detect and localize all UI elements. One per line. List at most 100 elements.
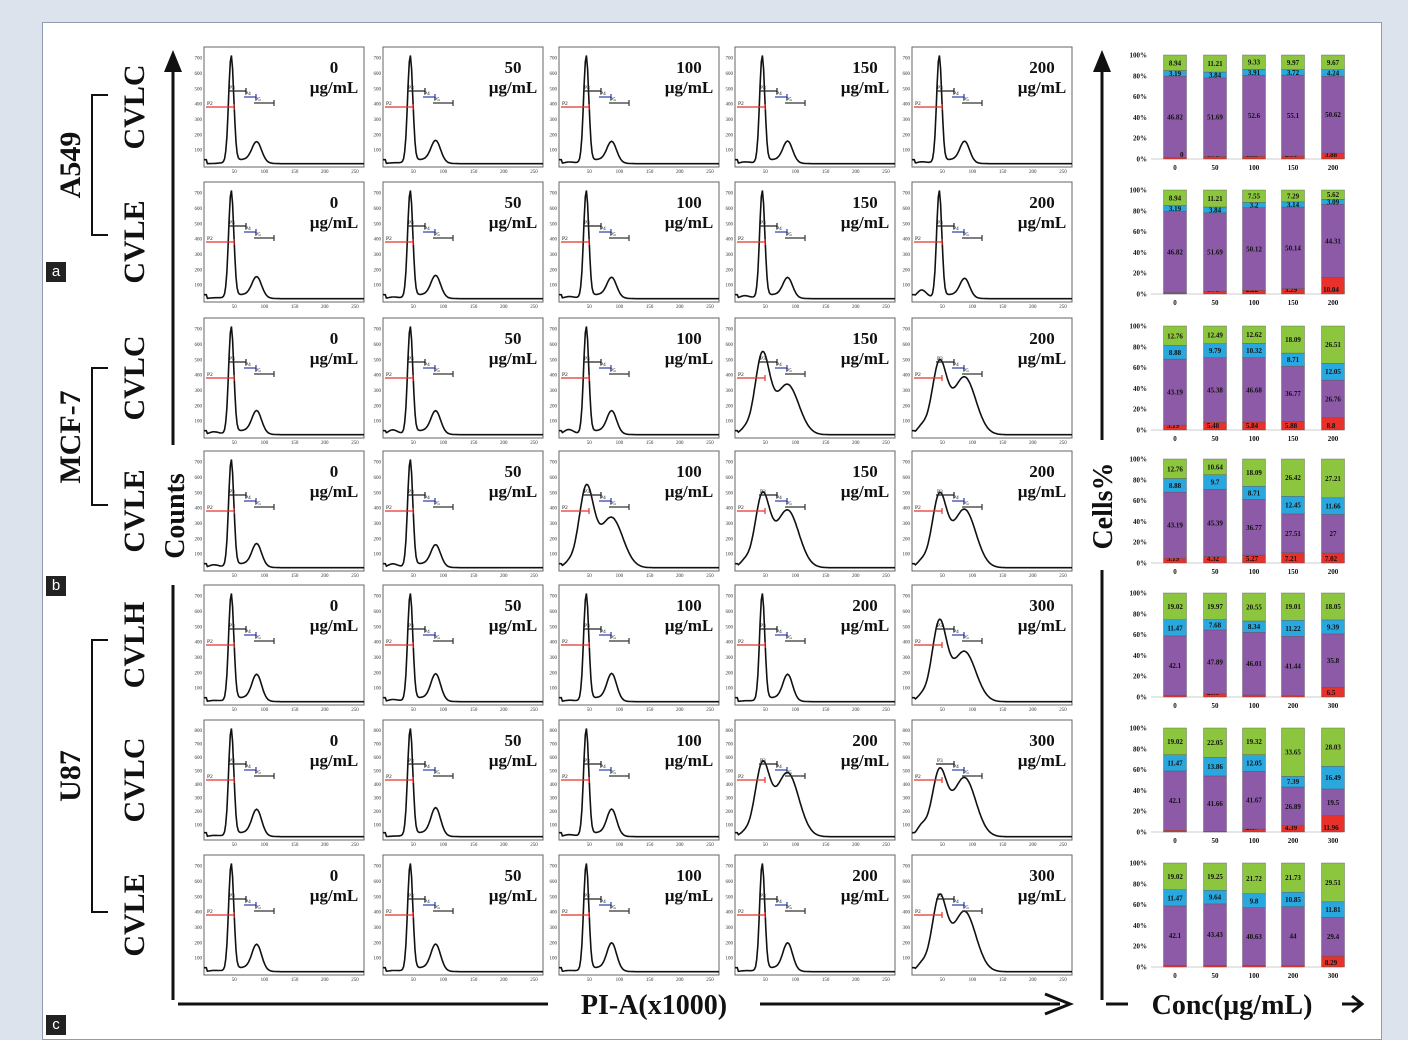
bar-y-tick-label: 100% [1130, 456, 1148, 464]
hist-y-tick-label: 100 [374, 149, 382, 154]
gate-label: P2 [562, 909, 568, 915]
hist-x-tick-label: 150 [470, 978, 478, 983]
hist-y-tick-label: 400 [374, 103, 382, 108]
hist-y-tick-label: 400 [195, 911, 203, 916]
gate-label: P3 [760, 220, 766, 226]
hist-x-tick-label: 250 [530, 843, 538, 848]
histogram-panel: 100 200 300 400 500 600 700 50 100 150 200 250 P2 P3 P… [374, 854, 544, 983]
bar-segment-g2m [1203, 727, 1227, 758]
hist-x-tick-label: 250 [882, 441, 890, 446]
gate-label: P4 [424, 495, 430, 501]
hist-y-tick-label: 500 [550, 87, 558, 92]
bar-data-label: 12.76 [1167, 332, 1183, 340]
hist-x-tick-label: 100 [440, 708, 448, 713]
hist-x-tick-label: 100 [440, 843, 448, 848]
hist-y-tick-label: 300 [550, 656, 558, 661]
hist-y-tick-label: 700 [726, 192, 734, 197]
bar-y-tick-label: 100% [1130, 725, 1148, 733]
bar-segment-g2m [1242, 862, 1266, 895]
hist-y-tick-label: 100 [195, 420, 203, 425]
hist-x-tick-label: 150 [999, 574, 1007, 579]
bar-data-label: 19.02 [1167, 873, 1183, 881]
gate-label: P2 [386, 639, 392, 645]
concentration-value: 150 [852, 58, 878, 77]
concentration-value: 100 [676, 866, 702, 885]
hist-x-tick-label: 50 [940, 843, 946, 848]
bar-y-tick-label: 80% [1133, 610, 1147, 618]
gate-label: P5 [963, 501, 969, 507]
extract-label: CVLH [118, 602, 151, 689]
hist-y-tick-label: 700 [195, 743, 203, 748]
bar-segment-g2m [1163, 727, 1187, 755]
bar-data-label: 33.65 [1285, 749, 1301, 757]
bar-y-tick-label: 40% [1133, 652, 1147, 660]
hist-y-tick-label: 100 [374, 957, 382, 962]
bar-segment-g2m [1321, 727, 1345, 767]
bar-data-label: 9.64 [1209, 894, 1222, 902]
hist-x-tick-label: 150 [291, 574, 299, 579]
extract-label: CVLC [118, 335, 151, 420]
hist-y-tick-label: 500 [550, 491, 558, 496]
hist-x-tick-label: 200 [500, 708, 508, 713]
histogram-line [383, 326, 543, 436]
bar-y-tick-label: 40% [1133, 922, 1147, 930]
histogram-panel: 100 200 300 400 500 600 700 50 100 150 200 250 P2 P3 P… [903, 450, 1073, 579]
hist-y-tick-label: 500 [195, 358, 203, 363]
hist-x-tick-label: 200 [1029, 441, 1037, 446]
hist-x-tick-label: 250 [882, 843, 890, 848]
gate-label: P4 [776, 764, 782, 770]
hist-y-tick-label: 600 [550, 756, 558, 761]
hist-y-tick-label: 600 [726, 72, 734, 77]
hist-y-tick-label: 300 [195, 389, 203, 394]
bar-category-label: 50 [1212, 164, 1220, 172]
bar-data-label: 11.66 [1325, 503, 1341, 511]
concentration-unit: µg/mL [665, 482, 714, 501]
gate-label: P5 [255, 635, 261, 641]
hist-y-tick-label: 400 [195, 783, 203, 788]
bar-data-label: 9.67 [1327, 59, 1340, 67]
histogram-line [559, 190, 719, 300]
hist-y-tick-label: 500 [374, 87, 382, 92]
hist-x-tick-label: 200 [500, 441, 508, 446]
hist-y-tick-label: 100 [726, 687, 734, 692]
hist-x-tick-label: 50 [763, 170, 769, 175]
gate-label: P3 [408, 489, 414, 495]
hist-x-tick-label: 150 [646, 843, 654, 848]
gate-label: P3 [584, 220, 590, 226]
stacked-bar-chart: 0%20%40%60%80%100%0.8246.823.198.9401.72… [1130, 52, 1345, 172]
hist-x-tick-label: 150 [470, 170, 478, 175]
hist-y-tick-label: 400 [726, 783, 734, 788]
hist-x-tick-label: 50 [763, 441, 769, 446]
concentration-unit: µg/mL [489, 886, 538, 905]
concentration-unit: µg/mL [310, 213, 359, 232]
extract-label: CVLC [118, 64, 151, 149]
hist-x-tick-label: 250 [706, 843, 714, 848]
hist-y-tick-label: 300 [195, 118, 203, 123]
hist-y-tick-label: 100 [195, 149, 203, 154]
hist-y-tick-label: 600 [374, 343, 382, 348]
hist-y-tick-label: 600 [550, 476, 558, 481]
hist-x-tick-label: 50 [587, 574, 593, 579]
hist-y-tick-label: 300 [550, 797, 558, 802]
hist-y-tick-label: 200 [726, 810, 734, 815]
hist-y-tick-label: 600 [374, 610, 382, 615]
bar-data-label: 29.4 [1327, 933, 1340, 941]
hist-y-tick-label: 600 [550, 610, 558, 615]
hist-x-tick-label: 150 [999, 708, 1007, 713]
hist-x-tick-label: 50 [587, 843, 593, 848]
bar-data-label: 19.32 [1246, 738, 1262, 746]
histogram-line [912, 190, 1072, 300]
hist-x-tick-label: 250 [351, 843, 359, 848]
bar-category-label: 300 [1328, 972, 1339, 980]
extract-label: CVLC [118, 737, 151, 822]
concentration-value: 100 [676, 329, 702, 348]
histogram-line [204, 593, 364, 703]
histogram-panel: 100 200 300 400 500 600 700 50 100 150 200 250 P2 P3 P… [195, 46, 365, 175]
hist-y-tick-label: 300 [903, 797, 911, 802]
hist-y-tick-label: 200 [374, 810, 382, 815]
bar-data-label: 7.21 [1285, 555, 1298, 563]
hist-x-tick-label: 250 [706, 978, 714, 983]
bar-data-label: 46.82 [1167, 248, 1183, 256]
histogram-line [383, 863, 543, 973]
histogram-panel: 100 200 300 400 500 600 700 50 100 150 200 250 P2 P3 P… [903, 317, 1073, 446]
